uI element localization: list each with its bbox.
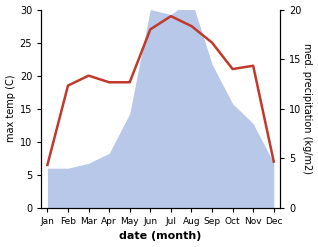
X-axis label: date (month): date (month) xyxy=(119,231,202,242)
Y-axis label: med. precipitation (kg/m2): med. precipitation (kg/m2) xyxy=(302,43,313,174)
Y-axis label: max temp (C): max temp (C) xyxy=(5,75,16,143)
